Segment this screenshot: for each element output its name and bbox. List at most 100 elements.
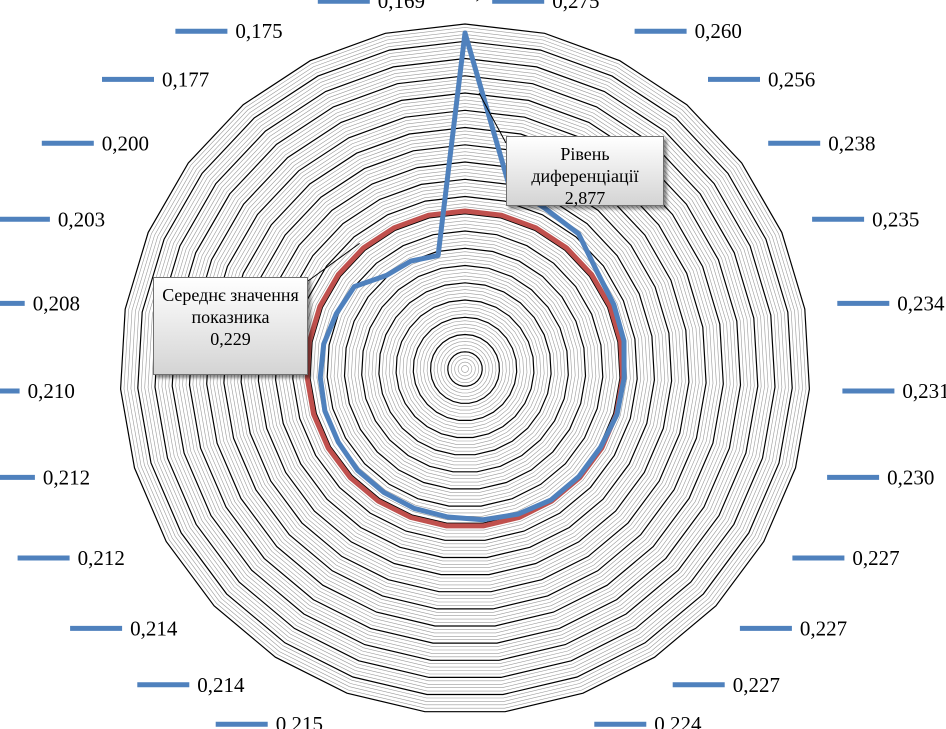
grid-ring-major [154,57,776,678]
grid-ring-major [119,23,811,713]
grid-ring-minor [368,272,562,466]
grid-ring-minor [347,251,583,486]
grid-ring-minor [268,171,662,565]
series-line-average [304,208,626,529]
grid-ring-major [412,316,518,421]
grid-ring-minor [299,203,631,534]
grid-ring-minor [364,268,566,469]
grid-ring-minor [399,303,531,435]
grid-ring-minor [454,358,476,380]
grid-ring-minor [247,151,683,586]
category-label: 0,169 [378,0,425,13]
category-label: 0,231 [902,379,946,403]
series-lines [304,30,627,529]
grid-ring-minor [388,292,542,445]
grid-ring-minor [440,344,490,394]
grid-ring-major [206,109,724,627]
grid-ring-minor [165,68,765,668]
category-label: 0,234 [897,291,945,315]
category-label: 0,203 [58,207,105,231]
grid-ring-minor [319,223,611,514]
grid-ring-major [292,195,638,541]
category-label: 0,210 [28,379,75,403]
grid-ring-minor [371,275,559,462]
grid-ring-minor [216,120,714,616]
grid-ring-major [378,282,552,456]
grid-ring-minor [175,78,755,658]
grid-ring-major [343,247,587,490]
grid-ring-minor [178,82,752,654]
grid-ring-minor [406,310,524,428]
grid-ring-minor [182,85,748,651]
grid-ring-major [361,264,569,473]
grid-ring-minor [127,30,803,706]
grid-ring-minor [192,96,738,640]
grid-ring-minor [323,227,607,510]
grid-ring-minor [185,89,745,647]
grid-ring-minor [375,278,555,459]
grid-ring-minor [144,47,786,688]
grid-ring-minor [295,199,635,538]
grid-ring-minor [402,306,528,431]
grid-ring-minor [140,44,790,692]
grid-ring-minor [433,337,497,401]
category-label: 0,260 [695,19,742,43]
category-label: 0,208 [33,291,80,315]
grid-ring-minor [288,192,642,545]
differentiation-callout: Рівень диференціації 2,877 [506,136,664,208]
radar-grid [119,23,811,713]
grid-ring-major [137,40,793,696]
average-value-callout-value: 0,229 [210,329,251,349]
category-label: 0,215 [276,712,323,729]
category-label: 0,212 [78,546,125,570]
grid-ring-minor [443,347,487,390]
grid-ring-minor [123,27,807,709]
average-value-callout-label: Середнє значення показника [162,285,299,327]
grid-ring-minor [158,61,772,675]
grid-ring-minor [333,237,597,500]
average-value-callout: Середнє значення показника 0,229 [153,277,308,375]
grid-ring-minor [409,313,521,425]
grid-ring-minor [450,354,480,383]
grid-ring-minor [423,327,507,411]
category-label: 0,227 [852,546,899,570]
grid-ring-minor [350,254,580,483]
category-label: 0,227 [733,673,780,697]
category-label: 0,175 [235,19,282,43]
grid-ring-minor [196,99,734,637]
grid-ring-minor [337,240,593,497]
grid-ring-minor [437,341,493,397]
category-label: 0,177 [162,67,209,91]
category-label: 0,235 [872,207,919,231]
series-line-differentiation [317,30,627,523]
grid-ring-major [395,299,535,439]
grid-ring-minor [161,65,769,671]
grid-ring-minor [340,244,590,493]
category-label: 0,256 [768,67,815,91]
grid-ring-minor [168,71,762,664]
grid-ring-major [257,161,673,576]
category-label: 0,224 [654,712,702,729]
category-label: 0,230 [887,465,934,489]
grid-ring-minor [202,106,728,630]
grid-ring-minor [457,361,473,377]
grid-ring-minor [237,140,693,596]
grid-ring-minor [244,147,686,589]
leader-line-differentiation [478,92,507,144]
differentiation-callout-label: Рівень диференціації [531,144,639,186]
grid-ring-minor [426,330,504,407]
grid-ring-minor [392,296,538,442]
category-label: 0,212 [43,465,90,489]
grid-ring-minor [461,365,469,373]
grid-ring-minor [233,137,697,599]
grid-ring-minor [357,261,573,476]
grid-ring-minor [209,113,721,623]
category-label: 0,227 [800,616,847,640]
grid-ring-major [309,213,621,524]
category-label: 0,487 [465,0,512,3]
grid-ring-minor [230,134,700,603]
grid-ring-minor [416,320,514,418]
leader-line-average [307,242,360,282]
